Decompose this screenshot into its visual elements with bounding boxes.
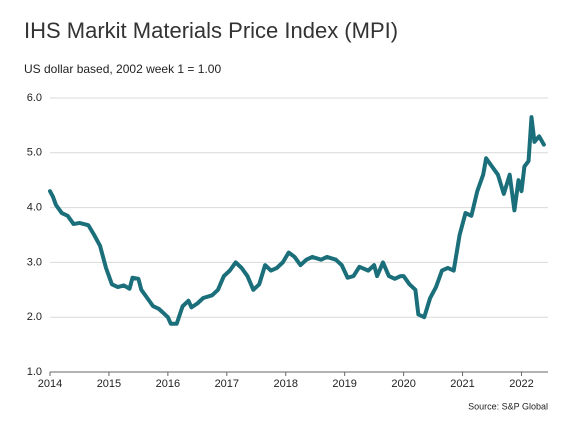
x-tick-label: 2021 xyxy=(450,378,474,390)
x-tick-label: 2022 xyxy=(509,378,533,390)
y-tick-label: 3.0 xyxy=(27,256,42,268)
y-tick-label: 5.0 xyxy=(27,147,42,159)
y-tick-label: 1.0 xyxy=(27,366,42,378)
x-tick-label: 2016 xyxy=(156,378,180,390)
x-tick-label: 2015 xyxy=(97,378,121,390)
y-tick-label: 2.0 xyxy=(27,311,42,323)
x-tick-label: 2014 xyxy=(38,378,62,390)
chart-subtitle: US dollar based, 2002 week 1 = 1.00 xyxy=(24,62,221,76)
y-tick-label: 6.0 xyxy=(27,92,42,104)
x-tick-label: 2017 xyxy=(215,378,239,390)
x-tick-label: 2019 xyxy=(332,378,356,390)
source: Source: S&P Global xyxy=(468,401,548,411)
x-tick-label: 2018 xyxy=(273,378,297,390)
line xyxy=(48,115,546,326)
x-tick-label: 2020 xyxy=(391,378,415,390)
y-tick-label: 4.0 xyxy=(27,202,42,214)
chart-title: IHS Markit Materials Price Index (MPI) xyxy=(24,18,398,43)
